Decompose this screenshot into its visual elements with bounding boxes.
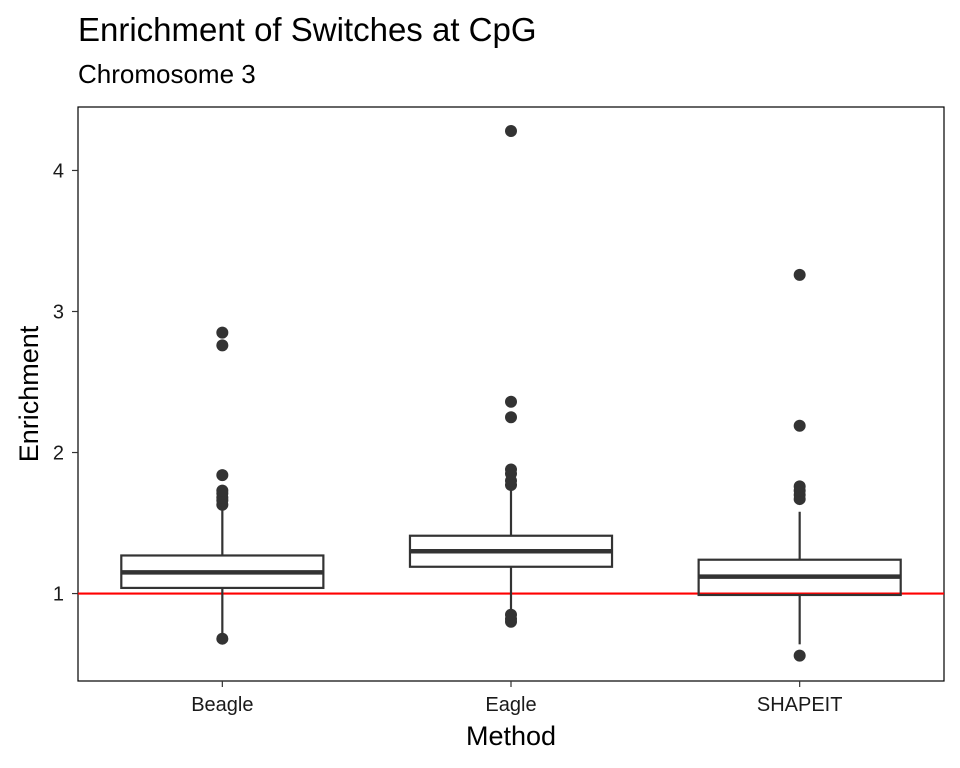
x-axis-title: Method — [466, 721, 556, 751]
y-axis-title: Enrichment — [14, 325, 44, 462]
y-tick-label: 4 — [53, 160, 64, 182]
outlier-point — [793, 268, 806, 281]
x-tick-label: SHAPEIT — [757, 694, 843, 716]
outlier-point — [505, 463, 517, 476]
outlier-point — [216, 469, 229, 482]
outlier-point — [793, 480, 806, 493]
outlier-point — [505, 411, 517, 424]
box-beagle — [120, 508, 325, 638]
box-shapeit — [697, 511, 902, 645]
y-tick-label: 1 — [53, 584, 64, 606]
outlier-point — [216, 632, 229, 645]
y-tick-label: 2 — [53, 443, 64, 465]
x-tick-label: Eagle — [485, 694, 536, 716]
outlier-point — [505, 124, 517, 137]
box-eagle — [408, 489, 614, 612]
outlier-point — [505, 395, 517, 408]
chart-title: Enrichment of Switches at CpG — [78, 11, 537, 48]
outlier-point — [216, 339, 229, 352]
outlier-point — [793, 419, 806, 432]
outlier-point — [216, 326, 229, 339]
outliers-layer — [216, 124, 806, 662]
x-tick-label: Beagle — [191, 694, 253, 716]
outlier-point — [216, 484, 229, 497]
boxes-layer — [120, 489, 902, 645]
y-tick-label: 3 — [53, 301, 64, 323]
outlier-point — [793, 649, 806, 662]
axes-layer: 1 2 3 4 Beagle Eagle SHAPEIT — [53, 160, 843, 716]
outlier-point — [505, 608, 517, 621]
chart-subtitle: Chromosome 3 — [78, 59, 256, 89]
